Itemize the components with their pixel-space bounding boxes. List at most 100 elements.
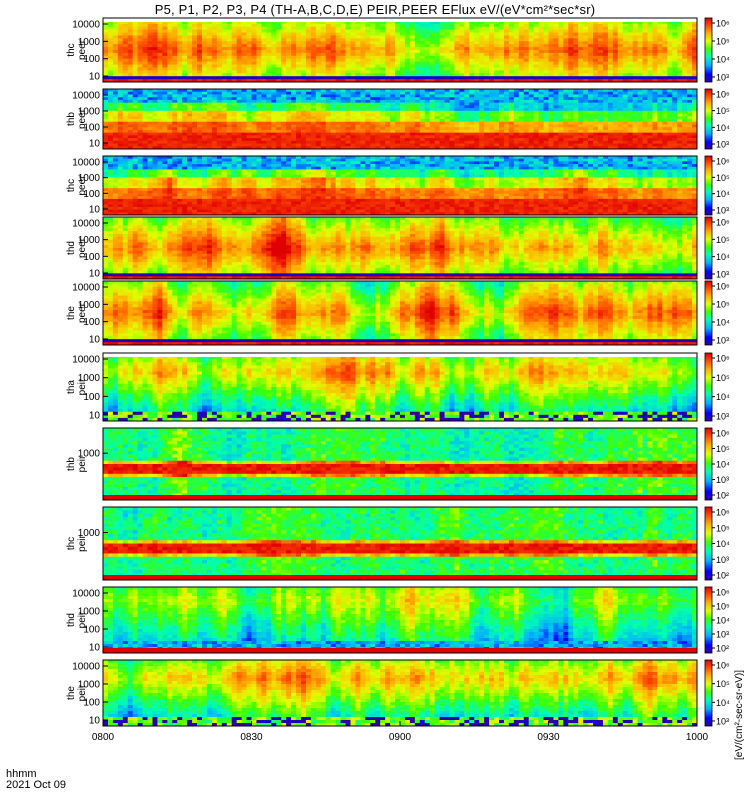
- spectrogram-cell: [454, 105, 459, 108]
- spectrogram-cell: [281, 111, 286, 114]
- spectrogram-cell: [237, 35, 242, 38]
- spectrogram-cell: [469, 94, 474, 97]
- spectrogram-cell: [484, 35, 489, 38]
- spectrogram-cell: [459, 92, 464, 95]
- spectrogram-cell: [598, 33, 603, 36]
- spectrogram-cell: [103, 133, 108, 136]
- spectrogram-cell: [613, 108, 618, 111]
- spectrogram-cell: [657, 35, 662, 38]
- spectrogram-cell: [192, 27, 197, 30]
- spectrogram-cell: [212, 122, 217, 125]
- spectrogram-cell: [687, 73, 692, 76]
- spectrogram-cell: [182, 114, 187, 117]
- spectrogram-cell: [400, 65, 405, 68]
- spectrogram-cell: [370, 59, 375, 62]
- spectrogram-cell: [336, 44, 341, 47]
- spectrogram-cell: [153, 44, 158, 47]
- spectrogram-cell: [682, 38, 687, 41]
- spectrogram-cell: [603, 47, 608, 50]
- spectrogram-cell: [252, 97, 257, 100]
- spectrogram-cell: [261, 135, 266, 138]
- spectrogram-cell: [291, 33, 296, 36]
- spectrogram-cell: [167, 33, 172, 36]
- spectrogram-cell: [479, 94, 484, 97]
- spectrogram-cell: [440, 41, 445, 44]
- spectrogram-cell: [222, 103, 227, 106]
- spectrogram-cell: [212, 56, 217, 59]
- spectrogram-cell: [148, 114, 153, 117]
- spectrogram-cell: [192, 122, 197, 125]
- spectrogram-cell: [306, 50, 311, 53]
- spectrogram-cell: [252, 114, 257, 117]
- spectrogram-cell: [360, 47, 365, 50]
- spectrogram-cell: [177, 30, 182, 33]
- spectrogram-cell: [341, 97, 346, 100]
- spectrogram-cell: [227, 130, 232, 133]
- spectrogram-cell: [534, 47, 539, 50]
- spectrogram-cell: [232, 127, 237, 130]
- spectrogram-cell: [509, 103, 514, 106]
- spectrogram-cell: [207, 133, 212, 136]
- spectrogram-cell: [336, 41, 341, 44]
- spectrogram-cell: [390, 119, 395, 122]
- spectrogram-cell: [341, 53, 346, 56]
- spectrogram-cell: [252, 94, 257, 97]
- spectrogram-cell: [177, 70, 182, 73]
- spectrogram-cell: [118, 138, 123, 141]
- spectrogram-cell: [588, 108, 593, 111]
- spectrogram-cell: [261, 50, 266, 53]
- spectrogram-cell: [197, 65, 202, 68]
- spectrogram-cell: [469, 103, 474, 106]
- spectrogram-cell: [623, 67, 628, 70]
- spectrogram-cell: [306, 130, 311, 133]
- spectrogram-cell: [197, 124, 202, 127]
- spectrogram-cell: [103, 67, 108, 70]
- spectrogram-cell: [677, 73, 682, 76]
- spectrogram-cell: [227, 59, 232, 62]
- spectrogram-cell: [514, 105, 519, 108]
- spectrogram-cell: [242, 92, 247, 95]
- spectrogram-cell: [346, 111, 351, 114]
- spectrogram-cell: [197, 97, 202, 100]
- spectrogram-cell: [593, 122, 598, 125]
- spectrogram-cell: [628, 47, 633, 50]
- spectrogram-cell: [558, 130, 563, 133]
- spectrogram-cell: [568, 133, 573, 136]
- spectrogram-cell: [336, 103, 341, 106]
- spectrogram-cell: [509, 56, 514, 59]
- spectrogram-cell: [261, 38, 266, 41]
- spectrogram-cell: [583, 127, 588, 130]
- spectrogram-cell: [281, 144, 286, 147]
- spectrogram-cell: [380, 30, 385, 33]
- spectrogram-cell: [489, 67, 494, 70]
- spectrogram-cell: [598, 130, 603, 133]
- spectrogram-cell: [643, 27, 648, 30]
- spectrogram-cell: [504, 100, 509, 103]
- spectrogram-cell: [618, 70, 623, 73]
- spectrogram-cell: [563, 105, 568, 108]
- spectrogram-cell: [256, 33, 261, 36]
- spectrogram-cell: [341, 94, 346, 97]
- spectrogram-cell: [365, 100, 370, 103]
- spectrogram-cell: [113, 130, 118, 133]
- spectrogram-cell: [133, 138, 138, 141]
- spectrogram-cell: [291, 133, 296, 136]
- spectrogram-cell: [128, 108, 133, 111]
- spectrogram-cell: [544, 41, 549, 44]
- spectrogram-cell: [227, 50, 232, 53]
- spectrogram-cell: [435, 94, 440, 97]
- spectrogram-cell: [167, 41, 172, 44]
- spectrogram-cell: [227, 73, 232, 76]
- spectrogram-cell: [271, 116, 276, 119]
- spectrogram-cell: [237, 105, 242, 108]
- spectrogram-cell: [534, 30, 539, 33]
- spectrogram-cell: [529, 122, 534, 125]
- spectrogram-cell: [662, 38, 667, 41]
- spectrogram-cell: [237, 67, 242, 70]
- spectrogram-cell: [380, 105, 385, 108]
- spectrogram-cell: [217, 38, 222, 41]
- spectrogram-cell: [217, 127, 222, 130]
- spectrogram-cell: [153, 30, 158, 33]
- spectrogram-cell: [148, 108, 153, 111]
- spectrogram-cell: [128, 70, 133, 73]
